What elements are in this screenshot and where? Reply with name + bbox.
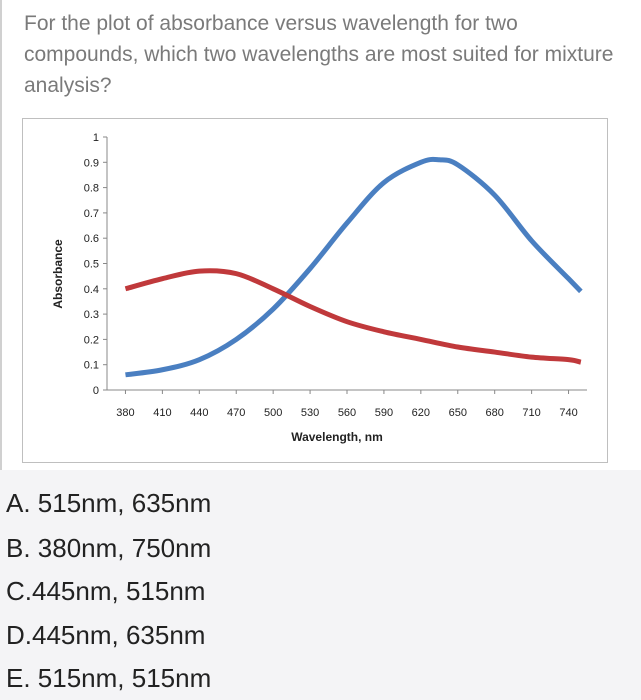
series-line-2 (124, 268, 582, 365)
x-tick-label: 440 (190, 407, 208, 419)
answer-option-c[interactable]: C.445nm, 515nm (6, 576, 206, 606)
y-tick-label: 0.7 (84, 208, 99, 220)
x-tick-label: 740 (559, 407, 577, 419)
y-tick-label: 0.6 (84, 233, 99, 245)
series-line-1 (125, 156, 583, 378)
y-tick-label: 0 (93, 385, 99, 397)
answer-option-a[interactable]: A. 515nm, 635nm (6, 488, 212, 518)
x-tick-label: 620 (412, 407, 430, 419)
y-tick-label: 1 (93, 132, 99, 144)
x-tick-label: 710 (522, 407, 540, 419)
answer-option-e[interactable]: E. 515nm, 515nm (6, 663, 212, 693)
y-tick-label: 0.1 (84, 360, 99, 372)
chart-frame (22, 118, 608, 463)
x-axis-title: Wavelength, nm (291, 430, 383, 444)
y-tick-label: 0.4 (84, 284, 99, 296)
x-tick-label: 590 (375, 407, 393, 419)
x-tick-label: 500 (264, 407, 282, 419)
x-tick-label: 530 (301, 407, 319, 419)
answer-list: A. 515nm, 635nm B. 380nm, 750nm C.445nm,… (0, 470, 641, 700)
x-tick-label: 680 (486, 407, 504, 419)
y-tick-label: 0.5 (84, 259, 99, 271)
y-axis-title: Absorbance (51, 239, 65, 309)
question-text: For the plot of absorbance versus wavele… (24, 12, 614, 97)
absorbance-chart: 0 0.1 0.2 0.3 0.4 0.5 0.6 0.7 0.8 0.9 1 380 410 440 47… (51, 132, 587, 444)
y-tick-label: 0.8 (84, 183, 99, 195)
x-tick-label: 470 (227, 407, 245, 419)
y-tick-label: 0.2 (84, 334, 99, 346)
y-tick-label: 0.3 (84, 309, 99, 321)
x-tick-label: 410 (153, 407, 171, 419)
x-tick-label: 380 (116, 407, 134, 419)
y-tick-label: 0.9 (84, 157, 99, 169)
answer-option-d[interactable]: D.445nm, 635nm (6, 620, 206, 650)
x-tick-label: 560 (338, 407, 356, 419)
answer-option-b[interactable]: B. 380nm, 750nm (6, 533, 212, 563)
x-tick-label: 650 (449, 407, 467, 419)
